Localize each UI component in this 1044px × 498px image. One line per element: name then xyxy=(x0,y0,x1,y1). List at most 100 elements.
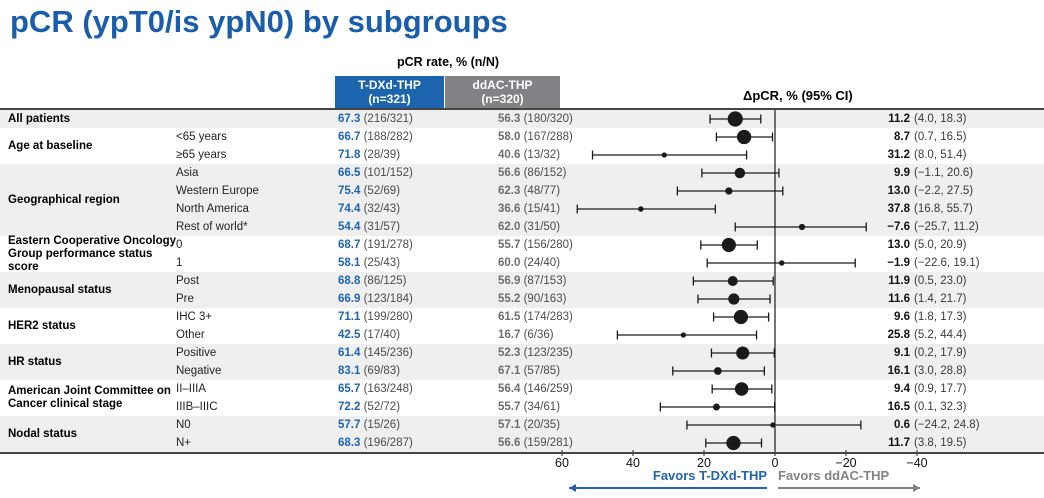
ddac-frac: (15/41) xyxy=(523,203,561,215)
tdxd-frac: (188/282) xyxy=(363,131,413,143)
subgroup-label: IHC 3+ xyxy=(176,311,213,323)
tdxd-frac: (69/83) xyxy=(363,365,401,377)
ddac-frac: (174/283) xyxy=(523,311,573,323)
delta-value: 9.9 xyxy=(894,167,910,179)
tdxd-pct: 57.7 xyxy=(338,419,361,431)
tdxd-frac: (25/43) xyxy=(363,257,401,269)
tdxd-value: 83.1 (69/83) xyxy=(338,362,400,380)
ddac-pct: 52.3 xyxy=(498,347,521,359)
delta-value: 11.6 xyxy=(888,293,910,305)
ci-value: (−22.6, 19.1) xyxy=(914,257,980,269)
ci-value: (0.5, 23.0) xyxy=(914,275,967,287)
ddac-value: 52.3 (123/235) xyxy=(498,344,573,362)
tdxd-value: 66.9 (123/184) xyxy=(338,290,413,308)
ddac-value: 56.6 (159/281) xyxy=(498,434,573,452)
ddac-value: 56.3 (180/320) xyxy=(498,110,573,128)
tdxd-value: 54.4 (31/57) xyxy=(338,218,400,236)
ddac-value: 40.6 (13/32) xyxy=(498,146,560,164)
delta-value: 11.7 xyxy=(888,437,910,449)
ddac-frac: (159/281) xyxy=(523,437,573,449)
tdxd-value: 65.7 (163/248) xyxy=(338,380,413,398)
tdxd-pct: 66.5 xyxy=(338,167,361,179)
ddac-pct: 61.5 xyxy=(498,311,521,323)
delta-value: 9.4 xyxy=(894,383,910,395)
ddac-frac: (13/32) xyxy=(523,149,561,161)
ddac-frac: (156/280) xyxy=(523,239,573,251)
ddac-value: 16.7 (6/36) xyxy=(498,326,554,344)
ddac-pct: 56.9 xyxy=(498,275,521,287)
tdxd-pct: 66.7 xyxy=(338,131,361,143)
tdxd-value: 74.4 (32/43) xyxy=(338,200,400,218)
ci-value: (−1.1, 20.6) xyxy=(914,167,974,179)
subgroup-label: Negative xyxy=(176,365,222,377)
ddac-value: 55.7 (34/61) xyxy=(498,398,560,416)
ddac-value: 55.2 (90/163) xyxy=(498,290,566,308)
group-label: Eastern Cooperative Oncology Group perfo… xyxy=(8,234,177,273)
group-label: Geographical region xyxy=(8,193,120,206)
ddac-pct: 40.6 xyxy=(498,149,521,161)
tdxd-frac: (145/236) xyxy=(363,347,413,359)
tdxd-value: 75.4 (52/69) xyxy=(338,182,400,200)
tdxd-frac: (17/40) xyxy=(363,329,401,341)
subgroup-table: All patients 67.3 (216/321) 56.3 (180/320)… xyxy=(0,108,1044,454)
tdxd-pct: 68.8 xyxy=(338,275,361,287)
subgroup-label: Asia xyxy=(176,167,199,179)
subgroup-label: 1 xyxy=(176,257,183,269)
tdxd-value: 67.3 (216/321) xyxy=(338,110,413,128)
ddac-value: 57.1 (20/35) xyxy=(498,416,560,434)
tdxd-frac: (196/287) xyxy=(363,437,413,449)
ddac-value: 61.5 (174/283) xyxy=(498,308,573,326)
delta-value: 8.7 xyxy=(894,131,910,143)
delta-value: 25.8 xyxy=(887,329,910,341)
tdxd-frac: (52/69) xyxy=(363,185,401,197)
ddac-value: 56.9 (87/153) xyxy=(498,272,566,290)
ci-value: (0.1, 32.3) xyxy=(914,401,967,413)
group-band xyxy=(0,164,1044,236)
ci-value: (5.2, 44.4) xyxy=(914,329,967,341)
axis-tick-label: −40 xyxy=(906,456,928,470)
delta-value: 13.0 xyxy=(887,185,910,197)
ci-value: (−2.2, 27.5) xyxy=(914,185,974,197)
ci-value: (16.8, 55.7) xyxy=(914,203,973,215)
ddac-pct: 16.7 xyxy=(498,329,521,341)
delta-value: 13.0 xyxy=(887,239,910,251)
ddac-value: 58.0 (167/288) xyxy=(498,128,573,146)
group-label: HER2 status xyxy=(8,319,76,332)
tdxd-pct: 68.7 xyxy=(338,239,361,251)
tdxd-pct: 72.2 xyxy=(338,401,361,413)
ci-value: (0.9, 17.7) xyxy=(914,383,967,395)
tdxd-frac: (123/184) xyxy=(363,293,413,305)
tdxd-frac: (86/125) xyxy=(363,275,407,287)
ci-value: (−25.7, 11.2) xyxy=(914,221,979,233)
ddac-pct: 60.0 xyxy=(498,257,521,269)
tdxd-pct: 65.7 xyxy=(338,383,361,395)
tdxd-pct: 66.9 xyxy=(338,293,361,305)
ddac-frac: (48/77) xyxy=(523,185,561,197)
delta-value: 16.1 xyxy=(887,365,910,377)
subgroup-label: Post xyxy=(176,275,200,287)
subgroup-label: Western Europe xyxy=(176,185,259,197)
group-label: Nodal status xyxy=(8,427,78,440)
arm-tdxd-header-box: T-DXd-THP (n=321) xyxy=(335,76,444,108)
delta-value: 31.2 xyxy=(887,149,910,161)
subgroup-label: North America xyxy=(176,203,249,215)
ci-value: (1.4, 21.7) xyxy=(914,293,967,305)
group-label: All patients xyxy=(8,112,70,125)
ddac-frac: (57/85) xyxy=(523,365,561,377)
tdxd-pct: 75.4 xyxy=(338,185,361,197)
tdxd-pct: 54.4 xyxy=(338,221,361,233)
ci-value: (1.8, 17.3) xyxy=(914,311,967,323)
tdxd-value: 68.8 (86/125) xyxy=(338,272,406,290)
tdxd-pct: 71.8 xyxy=(338,149,361,161)
subgroup-label: Other xyxy=(176,329,205,341)
ddac-pct: 62.0 xyxy=(498,221,521,233)
tdxd-value: 71.8 (28/39) xyxy=(338,146,400,164)
group-label: American Joint Committee on Cancer clini… xyxy=(8,385,171,410)
delta-value: 37.8 xyxy=(887,203,910,215)
ci-value: (3.8, 19.5) xyxy=(914,437,967,449)
ddac-frac: (87/153) xyxy=(523,275,567,287)
ci-value: (8.0, 51.4) xyxy=(914,149,967,161)
ddac-frac: (6/36) xyxy=(523,329,554,341)
ddac-frac: (31/50) xyxy=(523,221,561,233)
